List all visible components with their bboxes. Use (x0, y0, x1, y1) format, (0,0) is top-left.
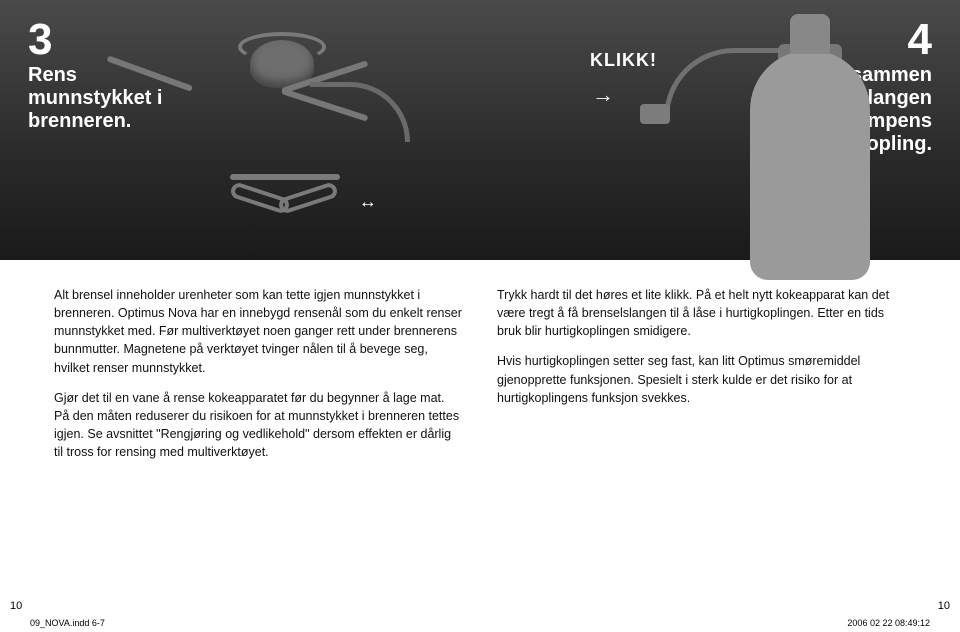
col2-paragraph-2: Hvis hurtigkoplingen setter seg fast, ka… (497, 352, 906, 406)
fuel-bottle-icon (750, 50, 870, 280)
page-number-right: 10 (938, 600, 950, 612)
body-columns: Alt brensel inneholder urenheter som kan… (0, 260, 960, 473)
col2-paragraph-1: Trykk hardt til det høres et lite klikk.… (497, 286, 906, 340)
column-2: Trykk hardt til det høres et lite klikk.… (497, 286, 906, 473)
step-4-panel: 4 Kople sammen brenselslangen med pumpen… (480, 0, 960, 260)
step-3-number: 3 (28, 18, 162, 62)
stove-illustration: ↕ (160, 30, 380, 240)
col1-paragraph-2: Gjør det til en vane å rense kokeapparat… (54, 389, 463, 462)
column-1: Alt brensel inneholder urenheter som kan… (54, 286, 463, 473)
indesign-timestamp: 2006 02 22 08:49:12 (847, 618, 930, 628)
page-number-left: 10 (10, 600, 22, 612)
klikk-label: KLIKK! (590, 50, 657, 71)
col1-paragraph-1: Alt brensel inneholder urenheter som kan… (54, 286, 463, 377)
quick-coupling-icon (640, 104, 670, 124)
hero-illustration: 3 Rens munnstykket i brenneren. ↕ 4 Kopl… (0, 0, 960, 260)
right-arrow-icon: → (592, 82, 614, 108)
indesign-slug: 09_NOVA.indd 6-7 (30, 618, 105, 628)
page-footer: 10 10 09_NOVA.indd 6-7 2006 02 22 08:49:… (0, 592, 960, 632)
step-3-panel: 3 Rens munnstykket i brenneren. ↕ (0, 0, 480, 260)
updown-arrow-icon: ↕ (358, 200, 379, 205)
multitool-icon (230, 150, 350, 220)
